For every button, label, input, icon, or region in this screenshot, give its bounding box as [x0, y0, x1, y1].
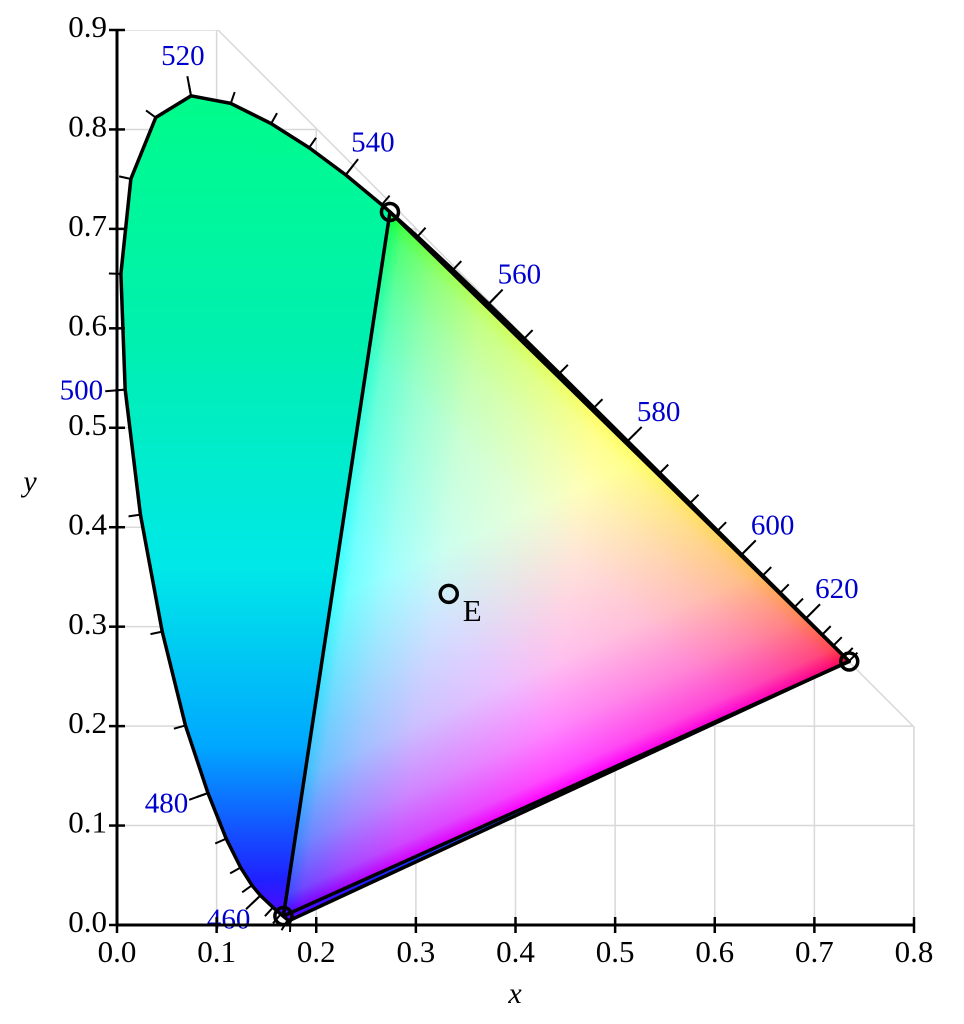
locus-tick — [821, 625, 832, 636]
plot: 460 480 500 520 540 560 580 600 620 E — [60, 40, 860, 935]
locus-label-tick — [344, 158, 359, 176]
x-axis-label: x — [507, 977, 522, 1010]
y-tick-label: 0.4 — [68, 506, 107, 541]
locus-tick — [173, 724, 186, 730]
y-tick-label: 0.6 — [68, 307, 107, 342]
y-tick-label: 0.5 — [68, 407, 107, 442]
wavelength-label: 620 — [815, 573, 859, 605]
gamut-colors — [283, 211, 850, 917]
gamut-triangle — [281, 210, 851, 918]
locus-tick — [452, 260, 463, 271]
x-tick-label: 0.5 — [596, 934, 635, 969]
locus-tick — [118, 175, 132, 180]
locus-tick — [229, 91, 236, 104]
y-tick-label: 0.1 — [68, 805, 107, 840]
locus-tick — [270, 112, 278, 125]
primary-point — [838, 651, 860, 672]
x-tick-label: 0.4 — [496, 934, 535, 969]
wavelength-label: 520 — [161, 40, 205, 72]
x-tick-label: 0.2 — [297, 934, 336, 969]
wavelength-label: 560 — [498, 258, 542, 290]
locus-label-tick — [188, 792, 209, 801]
locus-label-tick — [105, 388, 126, 393]
locus-label-tick — [245, 894, 262, 910]
locus-tick — [716, 521, 727, 532]
locus-tick — [659, 463, 669, 474]
y-tick-label: 0.7 — [68, 208, 107, 243]
y-tick-label: 0.2 — [68, 705, 107, 740]
locus-tick — [145, 109, 157, 119]
locus-label-tick — [805, 603, 821, 620]
locus-tick — [832, 636, 843, 647]
wavelength-label: 500 — [60, 374, 104, 406]
x-tick-label: 0.7 — [795, 934, 834, 969]
wavelength-label: 480 — [145, 788, 189, 820]
primary-point — [379, 201, 401, 223]
locus-tick — [214, 837, 227, 845]
locus-tick — [416, 227, 427, 238]
locus-tick — [308, 137, 317, 149]
locus-tick — [779, 583, 790, 594]
x-tick-label: 0.6 — [695, 934, 734, 969]
locus-label-tick — [626, 426, 643, 442]
x-tick-label: 0.1 — [197, 934, 236, 969]
gamut-channel — [283, 211, 850, 917]
x-tick-label: 0.8 — [895, 934, 934, 969]
locus-tick — [229, 866, 242, 875]
x-tick-label: 0.0 — [98, 934, 137, 969]
locus-label-tick — [740, 539, 757, 556]
y-axis-label: y — [20, 465, 37, 498]
locus-tick — [593, 398, 604, 409]
locus-label-tick — [186, 75, 193, 97]
locus-tick — [381, 194, 391, 206]
locus-tick — [793, 597, 804, 608]
white-point-label: E — [463, 593, 482, 628]
wavelength-label: 600 — [751, 509, 795, 541]
wavelength-label: 540 — [351, 127, 395, 159]
locus-tick — [128, 513, 141, 518]
y-tick-label: 0.9 — [68, 9, 107, 44]
wavelength-label: 580 — [637, 396, 681, 428]
y-tick-label: 0.8 — [68, 109, 107, 144]
white-point — [438, 583, 460, 605]
locus-tick — [523, 329, 534, 340]
y-tick-label: 0.0 — [68, 904, 107, 939]
locus-tick — [689, 493, 700, 504]
locus-tick — [264, 906, 274, 917]
locus-label-tick — [487, 288, 504, 305]
locus-tick — [558, 364, 569, 375]
y-tick-label: 0.3 — [68, 606, 107, 641]
wavelength-label: 460 — [207, 903, 251, 935]
locus-tick — [150, 630, 163, 636]
x-tick-label: 0.3 — [397, 934, 436, 969]
locus-tick — [241, 884, 253, 894]
locus-tick — [762, 566, 772, 577]
